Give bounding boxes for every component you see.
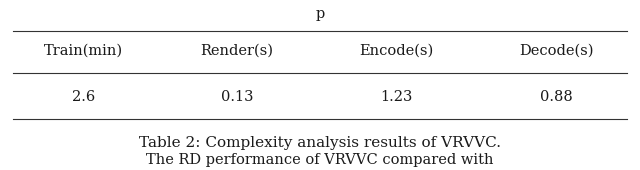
- Text: The RD performance of VRVVC compared with: The RD performance of VRVVC compared wit…: [147, 153, 493, 167]
- Text: Table 2: Complexity analysis results of VRVVC.: Table 2: Complexity analysis results of …: [139, 136, 501, 150]
- Text: Train(min): Train(min): [44, 44, 123, 58]
- Text: Render(s): Render(s): [200, 44, 273, 58]
- Text: Encode(s): Encode(s): [360, 44, 434, 58]
- Text: p: p: [316, 7, 324, 21]
- Text: 0.13: 0.13: [221, 90, 253, 104]
- Text: Decode(s): Decode(s): [520, 44, 594, 58]
- Text: 1.23: 1.23: [381, 90, 413, 104]
- Text: 2.6: 2.6: [72, 90, 95, 104]
- Text: 0.88: 0.88: [540, 90, 573, 104]
